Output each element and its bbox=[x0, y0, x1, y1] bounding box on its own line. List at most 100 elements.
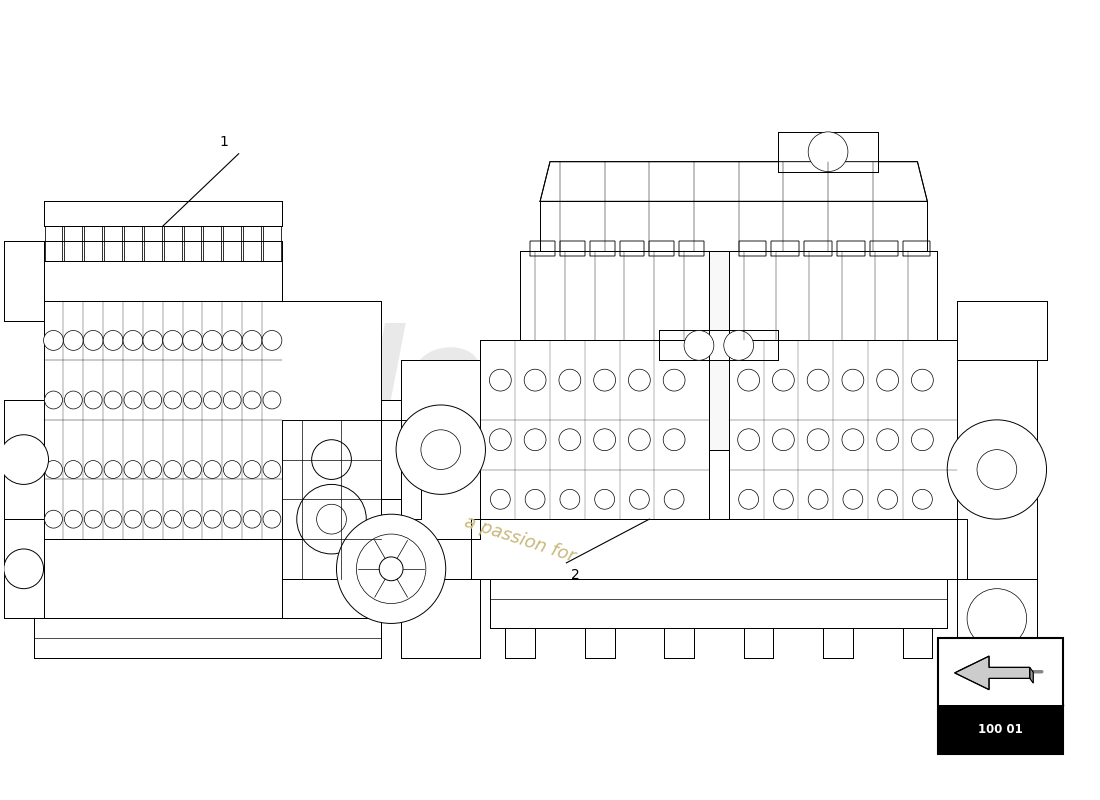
Circle shape bbox=[297, 485, 366, 554]
Polygon shape bbox=[823, 629, 852, 658]
Circle shape bbox=[64, 330, 84, 350]
Polygon shape bbox=[540, 162, 927, 202]
Polygon shape bbox=[44, 241, 282, 301]
Circle shape bbox=[44, 461, 63, 478]
Polygon shape bbox=[771, 241, 800, 256]
Circle shape bbox=[664, 490, 684, 510]
Circle shape bbox=[263, 461, 280, 478]
Bar bbox=[938, 705, 1064, 754]
Polygon shape bbox=[382, 420, 421, 519]
Circle shape bbox=[44, 391, 63, 409]
Circle shape bbox=[843, 490, 862, 510]
Polygon shape bbox=[3, 519, 44, 618]
Circle shape bbox=[104, 461, 122, 478]
Text: 100 01: 100 01 bbox=[978, 723, 1023, 736]
Circle shape bbox=[967, 589, 1026, 648]
Polygon shape bbox=[243, 226, 261, 261]
Circle shape bbox=[842, 370, 864, 391]
Circle shape bbox=[628, 370, 650, 391]
Circle shape bbox=[143, 330, 163, 350]
Circle shape bbox=[379, 557, 403, 581]
Polygon shape bbox=[530, 241, 556, 256]
Circle shape bbox=[44, 510, 63, 528]
Circle shape bbox=[559, 429, 581, 450]
Circle shape bbox=[525, 370, 546, 391]
Polygon shape bbox=[34, 618, 382, 658]
Polygon shape bbox=[957, 578, 1036, 658]
Circle shape bbox=[525, 490, 544, 510]
Polygon shape bbox=[902, 629, 933, 658]
Polygon shape bbox=[955, 656, 1030, 690]
Polygon shape bbox=[124, 226, 142, 261]
Circle shape bbox=[144, 461, 162, 478]
Circle shape bbox=[912, 429, 933, 450]
Circle shape bbox=[772, 370, 794, 391]
Circle shape bbox=[337, 514, 446, 623]
Polygon shape bbox=[837, 241, 865, 256]
Circle shape bbox=[242, 330, 262, 350]
Polygon shape bbox=[491, 578, 947, 629]
Circle shape bbox=[421, 430, 461, 470]
Circle shape bbox=[65, 510, 82, 528]
Circle shape bbox=[184, 391, 201, 409]
Circle shape bbox=[808, 132, 848, 171]
Circle shape bbox=[44, 330, 64, 350]
Polygon shape bbox=[85, 226, 102, 261]
Circle shape bbox=[65, 461, 82, 478]
Circle shape bbox=[595, 490, 615, 510]
Polygon shape bbox=[560, 241, 585, 256]
Polygon shape bbox=[902, 241, 931, 256]
Polygon shape bbox=[505, 629, 535, 658]
Polygon shape bbox=[44, 202, 282, 226]
Polygon shape bbox=[804, 241, 832, 256]
Polygon shape bbox=[664, 629, 694, 658]
Circle shape bbox=[525, 429, 546, 450]
Circle shape bbox=[222, 330, 242, 350]
Polygon shape bbox=[659, 330, 779, 360]
Circle shape bbox=[594, 429, 616, 450]
Polygon shape bbox=[744, 629, 773, 658]
Circle shape bbox=[490, 370, 512, 391]
Circle shape bbox=[124, 510, 142, 528]
Circle shape bbox=[84, 330, 103, 350]
Circle shape bbox=[262, 330, 282, 350]
Circle shape bbox=[163, 330, 183, 350]
Circle shape bbox=[311, 440, 351, 479]
Circle shape bbox=[560, 490, 580, 510]
Polygon shape bbox=[728, 341, 957, 519]
Bar bbox=[938, 638, 1064, 754]
Circle shape bbox=[807, 370, 829, 391]
Circle shape bbox=[629, 490, 649, 510]
Text: 1: 1 bbox=[220, 134, 229, 149]
Circle shape bbox=[184, 510, 201, 528]
Circle shape bbox=[104, 510, 122, 528]
Circle shape bbox=[3, 549, 44, 589]
Circle shape bbox=[164, 510, 182, 528]
Circle shape bbox=[947, 420, 1046, 519]
Circle shape bbox=[144, 510, 162, 528]
Circle shape bbox=[684, 330, 714, 360]
Circle shape bbox=[773, 490, 793, 510]
Circle shape bbox=[808, 490, 828, 510]
Circle shape bbox=[85, 461, 102, 478]
Circle shape bbox=[243, 510, 261, 528]
Circle shape bbox=[977, 450, 1016, 490]
Polygon shape bbox=[263, 226, 280, 261]
Text: elos: elos bbox=[285, 322, 557, 438]
Polygon shape bbox=[957, 301, 1046, 360]
Circle shape bbox=[491, 490, 510, 510]
Circle shape bbox=[663, 370, 685, 391]
Polygon shape bbox=[204, 226, 221, 261]
Circle shape bbox=[243, 461, 261, 478]
Circle shape bbox=[204, 510, 221, 528]
Polygon shape bbox=[223, 226, 241, 261]
Circle shape bbox=[204, 391, 221, 409]
Circle shape bbox=[739, 490, 759, 510]
Polygon shape bbox=[65, 226, 82, 261]
Text: 2: 2 bbox=[571, 568, 580, 582]
Circle shape bbox=[263, 510, 280, 528]
Circle shape bbox=[738, 429, 759, 450]
Circle shape bbox=[559, 370, 581, 391]
Circle shape bbox=[594, 370, 616, 391]
Circle shape bbox=[124, 461, 142, 478]
